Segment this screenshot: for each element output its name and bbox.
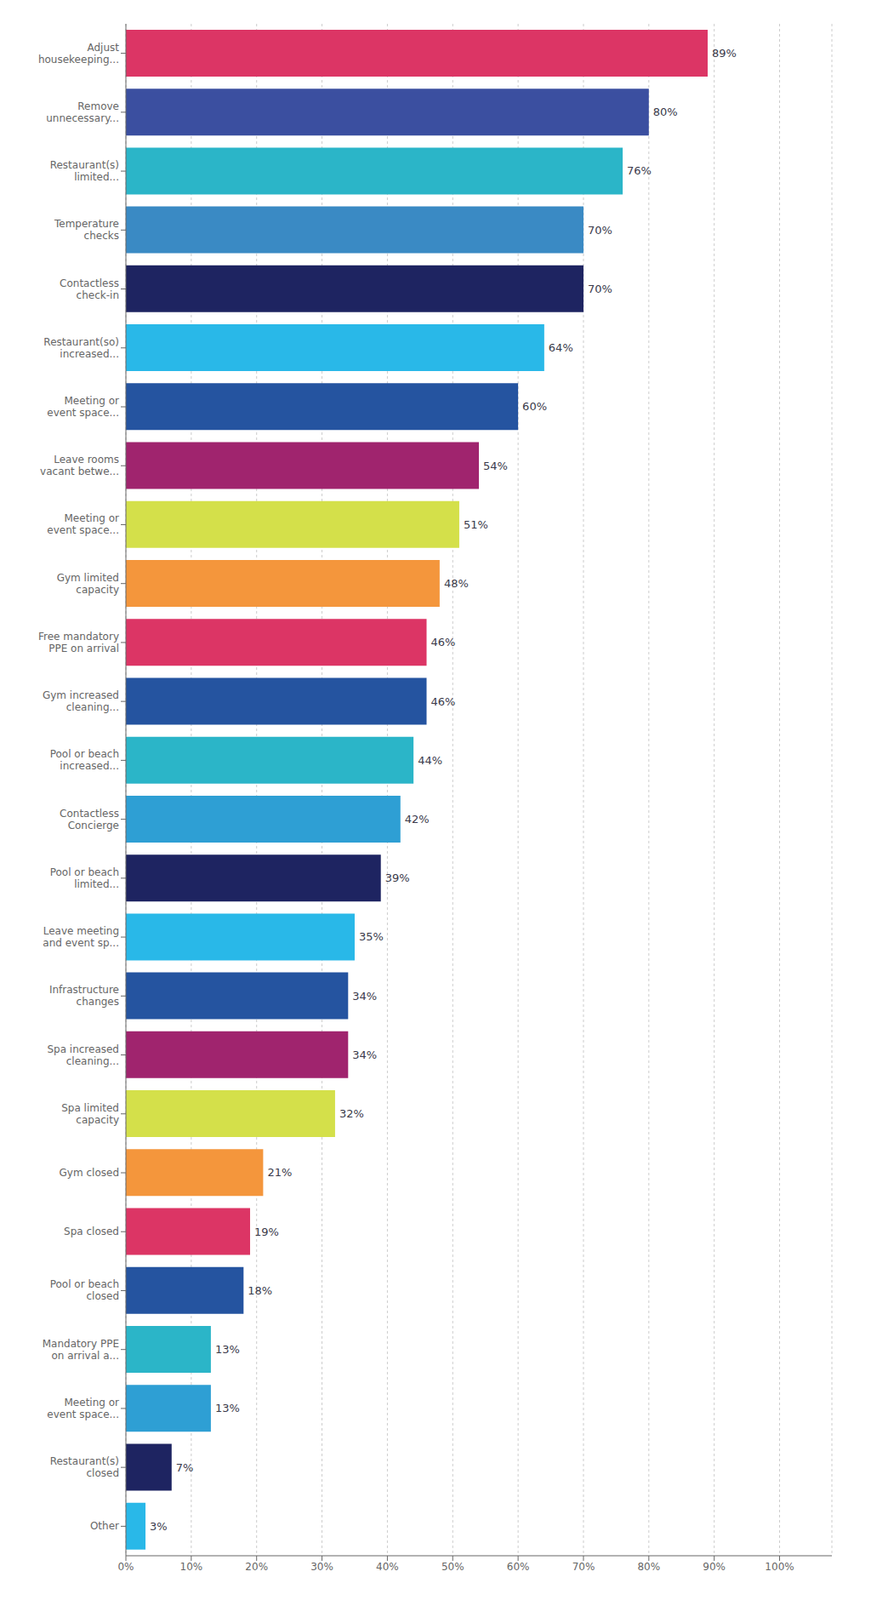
svg-text:89%: 89% <box>711 46 737 60</box>
svg-text:60%: 60% <box>506 1559 530 1572</box>
svg-text:18%: 18% <box>247 1283 273 1297</box>
svg-text:Other: Other <box>90 1519 120 1532</box>
svg-text:Spa closed: Spa closed <box>63 1224 120 1237</box>
svg-text:42%: 42% <box>404 812 430 826</box>
svg-text:44%: 44% <box>417 753 443 767</box>
svg-text:Pool or beachincreased...: Pool or beachincreased... <box>50 747 120 772</box>
svg-text:70%: 70% <box>587 282 613 296</box>
svg-text:Restaurant(s)limited...: Restaurant(s)limited... <box>50 159 120 183</box>
svg-text:Gym limitedcapacity: Gym limitedcapacity <box>56 571 120 596</box>
svg-text:48%: 48% <box>444 576 469 590</box>
svg-text:Pool or beachlimited...: Pool or beachlimited... <box>50 865 120 890</box>
svg-text:35%: 35% <box>358 929 384 943</box>
svg-text:Meeting orevent space...: Meeting orevent space... <box>46 512 120 536</box>
svg-text:Pool or beachclosed: Pool or beachclosed <box>50 1277 120 1302</box>
svg-text:10%: 10% <box>180 1559 204 1572</box>
svg-text:50%: 50% <box>441 1559 465 1572</box>
svg-text:70%: 70% <box>572 1559 596 1572</box>
svg-text:ContactlessConcierge: ContactlessConcierge <box>59 807 120 832</box>
svg-text:Leave roomsvacant betwe...: Leave roomsvacant betwe... <box>39 453 120 478</box>
svg-text:Mandatory PPEon arrival a...: Mandatory PPEon arrival a... <box>42 1337 120 1361</box>
svg-text:0%: 0% <box>117 1559 134 1572</box>
svg-text:80%: 80% <box>637 1559 661 1572</box>
svg-text:76%: 76% <box>626 164 652 177</box>
svg-text:46%: 46% <box>431 635 456 649</box>
svg-text:70%: 70% <box>587 223 613 237</box>
svg-text:32%: 32% <box>339 1106 365 1120</box>
svg-text:Meeting orevent space...: Meeting orevent space... <box>46 1395 120 1420</box>
svg-text:Gym closed: Gym closed <box>59 1166 120 1179</box>
svg-text:Restaurant(so)increased...: Restaurant(so)increased... <box>43 335 120 360</box>
svg-text:Removeunnecessary...: Removeunnecessary... <box>45 100 120 125</box>
svg-text:46%: 46% <box>431 694 456 708</box>
svg-text:Gym increasedcleaning...: Gym increasedcleaning... <box>42 688 120 713</box>
svg-text:13%: 13% <box>215 1342 240 1355</box>
svg-text:7%: 7% <box>176 1460 194 1474</box>
svg-text:30%: 30% <box>310 1559 334 1572</box>
svg-text:100%: 100% <box>764 1559 794 1572</box>
svg-text:39%: 39% <box>385 871 410 884</box>
svg-text:40%: 40% <box>375 1559 399 1572</box>
svg-text:Infrastructurechanges: Infrastructurechanges <box>49 983 120 1008</box>
svg-text:Adjusthousekeeping...: Adjusthousekeeping... <box>38 41 120 66</box>
svg-text:Spa limitedcapacity: Spa limitedcapacity <box>61 1101 120 1126</box>
svg-text:Free mandatoryPPE on arrival: Free mandatoryPPE on arrival <box>38 630 120 655</box>
svg-text:19%: 19% <box>254 1224 279 1238</box>
svg-text:64%: 64% <box>548 341 574 354</box>
svg-text:Leave meetingand event sp...: Leave meetingand event sp... <box>42 924 120 949</box>
svg-text:3%: 3% <box>149 1519 168 1532</box>
svg-text:Restaurant(s)closed: Restaurant(s)closed <box>50 1454 120 1479</box>
svg-text:90%: 90% <box>702 1559 726 1572</box>
svg-text:13%: 13% <box>215 1400 240 1414</box>
svg-text:54%: 54% <box>483 459 508 473</box>
svg-text:Temperaturechecks: Temperaturechecks <box>53 217 120 242</box>
svg-text:21%: 21% <box>267 1165 292 1179</box>
svg-text:60%: 60% <box>522 399 547 413</box>
svg-text:34%: 34% <box>352 989 377 1002</box>
svg-text:20%: 20% <box>244 1559 268 1572</box>
svg-text:Spa increasedcleaning...: Spa increasedcleaning... <box>46 1042 120 1067</box>
svg-text:34%: 34% <box>352 1047 377 1061</box>
svg-text:80%: 80% <box>653 105 678 119</box>
svg-text:Contactlesscheck-in: Contactlesscheck-in <box>59 277 120 302</box>
svg-text:51%: 51% <box>463 518 489 531</box>
svg-text:Meeting orevent space...: Meeting orevent space... <box>46 394 120 419</box>
